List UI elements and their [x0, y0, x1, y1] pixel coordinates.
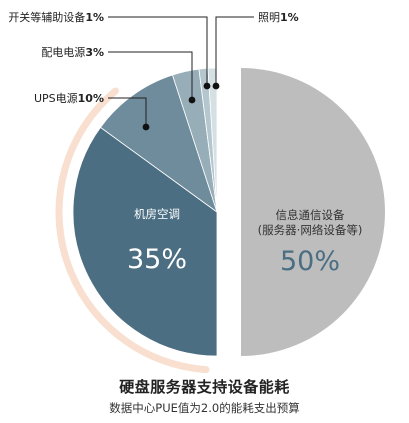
callout-label-4: 开关等辅助设备1%: [8, 10, 104, 24]
callout-line-3: [108, 51, 193, 100]
callout-line-4: [108, 16, 208, 86]
percent-information-equipment: 50%: [280, 246, 340, 277]
callout-dot-3: [188, 96, 196, 104]
label-air-conditioning: 机房空调: [134, 207, 180, 221]
callout-label-5: 照明1%: [258, 11, 299, 24]
slice-5: [207, 67, 218, 213]
slice-information-equipment: [241, 68, 385, 356]
slice-1: [72, 126, 218, 357]
callout-dot-2: [142, 123, 150, 131]
callout-line-2: [108, 97, 147, 127]
label-information-equipment-sub: (服务器·网络设备等): [258, 223, 363, 237]
decorative-ring: [55, 87, 210, 374]
chart-subtitle: 数据中心PUE值为2.0的能耗支出预算: [109, 401, 300, 415]
callout-label-2: UPS电源10%: [34, 91, 104, 105]
label-information-equipment: 信息通信设备: [276, 208, 345, 222]
callout-label-3: 配电电源3%: [41, 45, 104, 59]
callout-line-5: [215, 16, 254, 86]
slice-2: [99, 74, 218, 214]
chart-title: 硬盘服务器支持设备能耗: [119, 378, 290, 396]
callout-dot-4: [203, 82, 211, 90]
callout-dot-5: [212, 82, 220, 90]
percent-air-conditioning: 35%: [127, 244, 187, 275]
